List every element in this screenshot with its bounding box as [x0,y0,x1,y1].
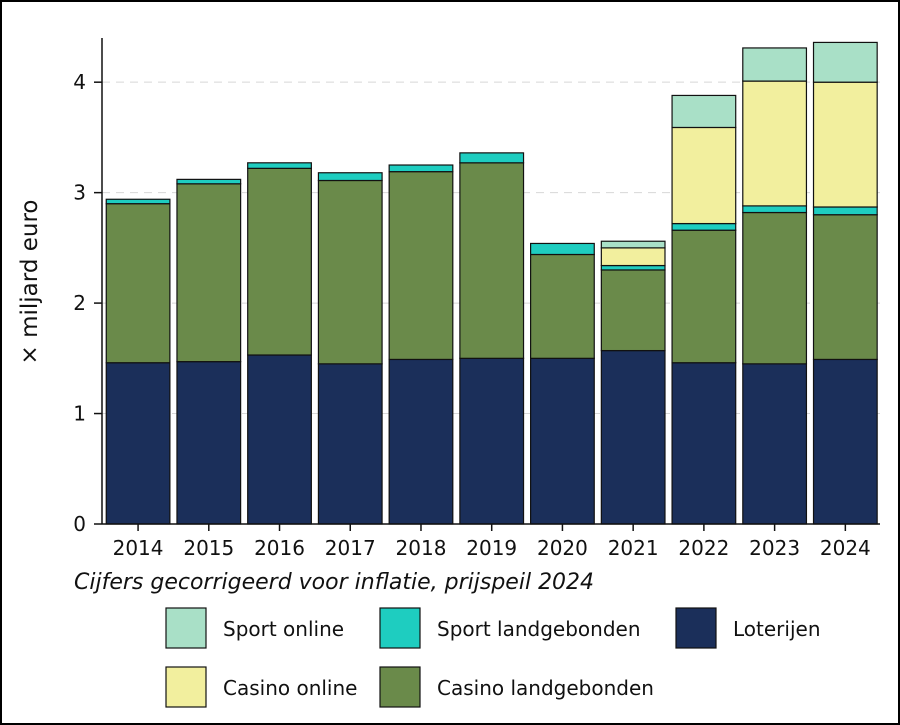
legend-label: Loterijen [733,617,821,641]
bar-segment [812,214,878,361]
bar-segment [530,357,595,525]
bar-segment [671,94,737,129]
bar-segment [459,357,525,525]
bar-segment [530,253,595,359]
bar-segment [812,206,878,216]
bar-segment [247,167,312,356]
x-tick-label: 2024 [820,536,871,560]
bar-segment [742,80,808,207]
bar-segment [317,179,383,365]
x-tick-label: 2021 [608,536,659,560]
bar-segment [247,162,312,169]
bar-segment [388,164,454,173]
bar-segment [742,363,808,525]
legend-label: Sport online [223,617,344,641]
bar-segment [459,152,525,164]
x-tick-labels: 2014 2015 2016 2017 2018 2019 2020 2021 2022 2023… [113,524,871,560]
y-axis-title: × miljard euro [17,200,43,365]
bar-segment [600,269,666,352]
y-tick-labels: 0 1 2 3 4 [73,70,102,536]
x-tick-label: 2018 [396,536,447,560]
y-tick-label: 2 [73,291,86,315]
x-tick-label: 2016 [254,536,305,560]
bar-segment [742,205,808,214]
bar-segment [105,203,171,364]
x-tick-label: 2014 [113,536,164,560]
bar-segment [812,41,878,83]
legend-swatch [379,666,421,708]
x-tick-label: 2015 [183,536,234,560]
y-tick-label: 4 [73,70,86,94]
legend-swatch [165,666,207,708]
x-tick-label: 2022 [678,536,729,560]
inflation-note: Cijfers gecorrigeerd voor inflatie, prij… [74,570,594,595]
bar-segment [812,358,878,525]
x-tick-label: 2017 [325,536,376,560]
x-tick-label: 2019 [466,536,517,560]
bar-segment [671,222,737,231]
x-tick-label: 2023 [749,536,800,560]
x-tick-label: 2020 [537,536,588,560]
y-tick-label: 3 [73,181,86,205]
bar-segment [600,247,666,267]
bar-segment [317,172,383,182]
bar-segment [105,198,171,205]
legend-label: Sport landgebonden [437,617,641,641]
bar-segment [671,126,737,225]
legend-swatch [675,607,717,649]
bar-segment [176,183,242,363]
bar-layer [105,41,878,525]
legend-swatch [379,607,421,649]
bar-segment [742,47,808,82]
legend-label: Casino landgebonden [437,676,654,700]
bar-segment [742,211,808,365]
bar-segment [600,264,666,271]
bar-segment [530,242,595,256]
legend-swatch [165,607,207,649]
bar-segment [671,229,737,364]
bar-segment [671,362,737,525]
legend-label: Casino online [223,676,357,700]
legend: Sport online Sport landgebonden Loterijen C… [165,607,821,708]
bar-segment [459,162,525,359]
bar-segment [812,81,878,208]
bar-segment [176,361,242,525]
bar-segment [600,240,666,249]
bar-segment [388,171,454,361]
bar-segment [317,363,383,525]
bar-segment [388,358,454,525]
y-tick-label: 1 [73,402,86,426]
bar-segment [247,354,312,525]
bar-segment [105,362,171,525]
bar-segment [600,349,666,525]
bar-segment [176,178,242,185]
y-tick-label: 0 [73,512,86,536]
